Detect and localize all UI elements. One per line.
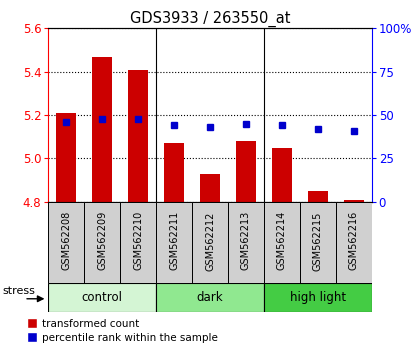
Bar: [228, 202, 264, 283]
Text: GSM562212: GSM562212: [205, 211, 215, 270]
Text: dark: dark: [197, 291, 223, 304]
Bar: [56, 113, 76, 202]
Bar: [344, 200, 364, 202]
Bar: [236, 141, 256, 202]
Bar: [164, 143, 184, 202]
Bar: [300, 202, 336, 283]
Bar: [156, 202, 192, 283]
Bar: [308, 191, 328, 202]
Text: GSM562213: GSM562213: [241, 211, 251, 270]
Text: control: control: [82, 291, 123, 304]
Bar: [200, 173, 220, 202]
Text: GSM562216: GSM562216: [349, 211, 359, 270]
Text: GSM562214: GSM562214: [277, 211, 287, 270]
Text: GSM562215: GSM562215: [313, 211, 323, 270]
Text: high light: high light: [290, 291, 346, 304]
Title: GDS3933 / 263550_at: GDS3933 / 263550_at: [130, 11, 290, 27]
Bar: [120, 202, 156, 283]
Legend: transformed count, percentile rank within the sample: transformed count, percentile rank withi…: [26, 317, 220, 345]
Bar: [84, 202, 120, 283]
Text: GSM562211: GSM562211: [169, 211, 179, 270]
Bar: [48, 283, 156, 312]
Text: GSM562210: GSM562210: [133, 211, 143, 270]
Bar: [336, 202, 372, 283]
Bar: [128, 69, 148, 202]
Text: GSM562209: GSM562209: [97, 211, 107, 270]
Text: stress: stress: [3, 286, 35, 296]
Bar: [48, 202, 84, 283]
Bar: [264, 202, 300, 283]
Text: GSM562208: GSM562208: [61, 211, 71, 270]
Bar: [156, 283, 264, 312]
Bar: [192, 202, 228, 283]
Bar: [264, 283, 372, 312]
Bar: [272, 148, 292, 202]
Bar: [92, 57, 112, 202]
